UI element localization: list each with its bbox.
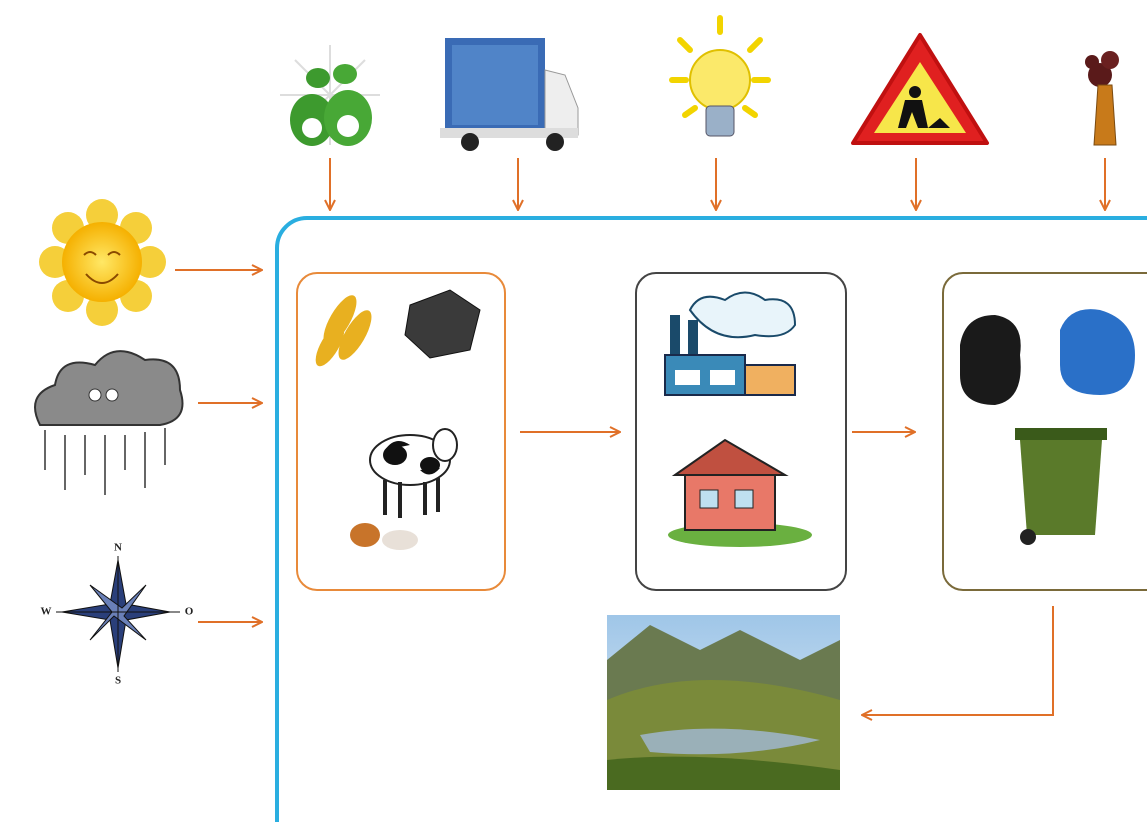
roadwork-sign-icon bbox=[851, 33, 989, 145]
lightbulb-icon bbox=[669, 15, 771, 137]
blue-bag-icon bbox=[1060, 309, 1135, 395]
money-icon bbox=[280, 45, 380, 146]
wheat-icon bbox=[315, 295, 372, 367]
rain-cloud-icon bbox=[34, 350, 184, 495]
compass-north: N bbox=[114, 542, 122, 554]
wheelie-bin-icon bbox=[1015, 428, 1107, 545]
truck-icon bbox=[440, 38, 579, 151]
sun-icon bbox=[39, 199, 166, 326]
house-icon bbox=[668, 438, 812, 547]
landscape-photo bbox=[607, 615, 840, 790]
coal-icon bbox=[404, 289, 481, 359]
compass-east: O bbox=[185, 606, 194, 618]
input-arrows bbox=[175, 158, 1105, 622]
black-bag-icon bbox=[960, 315, 1021, 405]
compass-west: W bbox=[41, 606, 52, 618]
oil-rig-icon bbox=[1085, 51, 1119, 146]
factory-icon bbox=[664, 291, 797, 396]
return-arrow bbox=[862, 606, 1054, 715]
compass-south: S bbox=[115, 675, 121, 687]
system-frame bbox=[275, 216, 1147, 822]
livestock-icon bbox=[350, 428, 458, 550]
compass-icon: N W O S bbox=[41, 542, 194, 687]
